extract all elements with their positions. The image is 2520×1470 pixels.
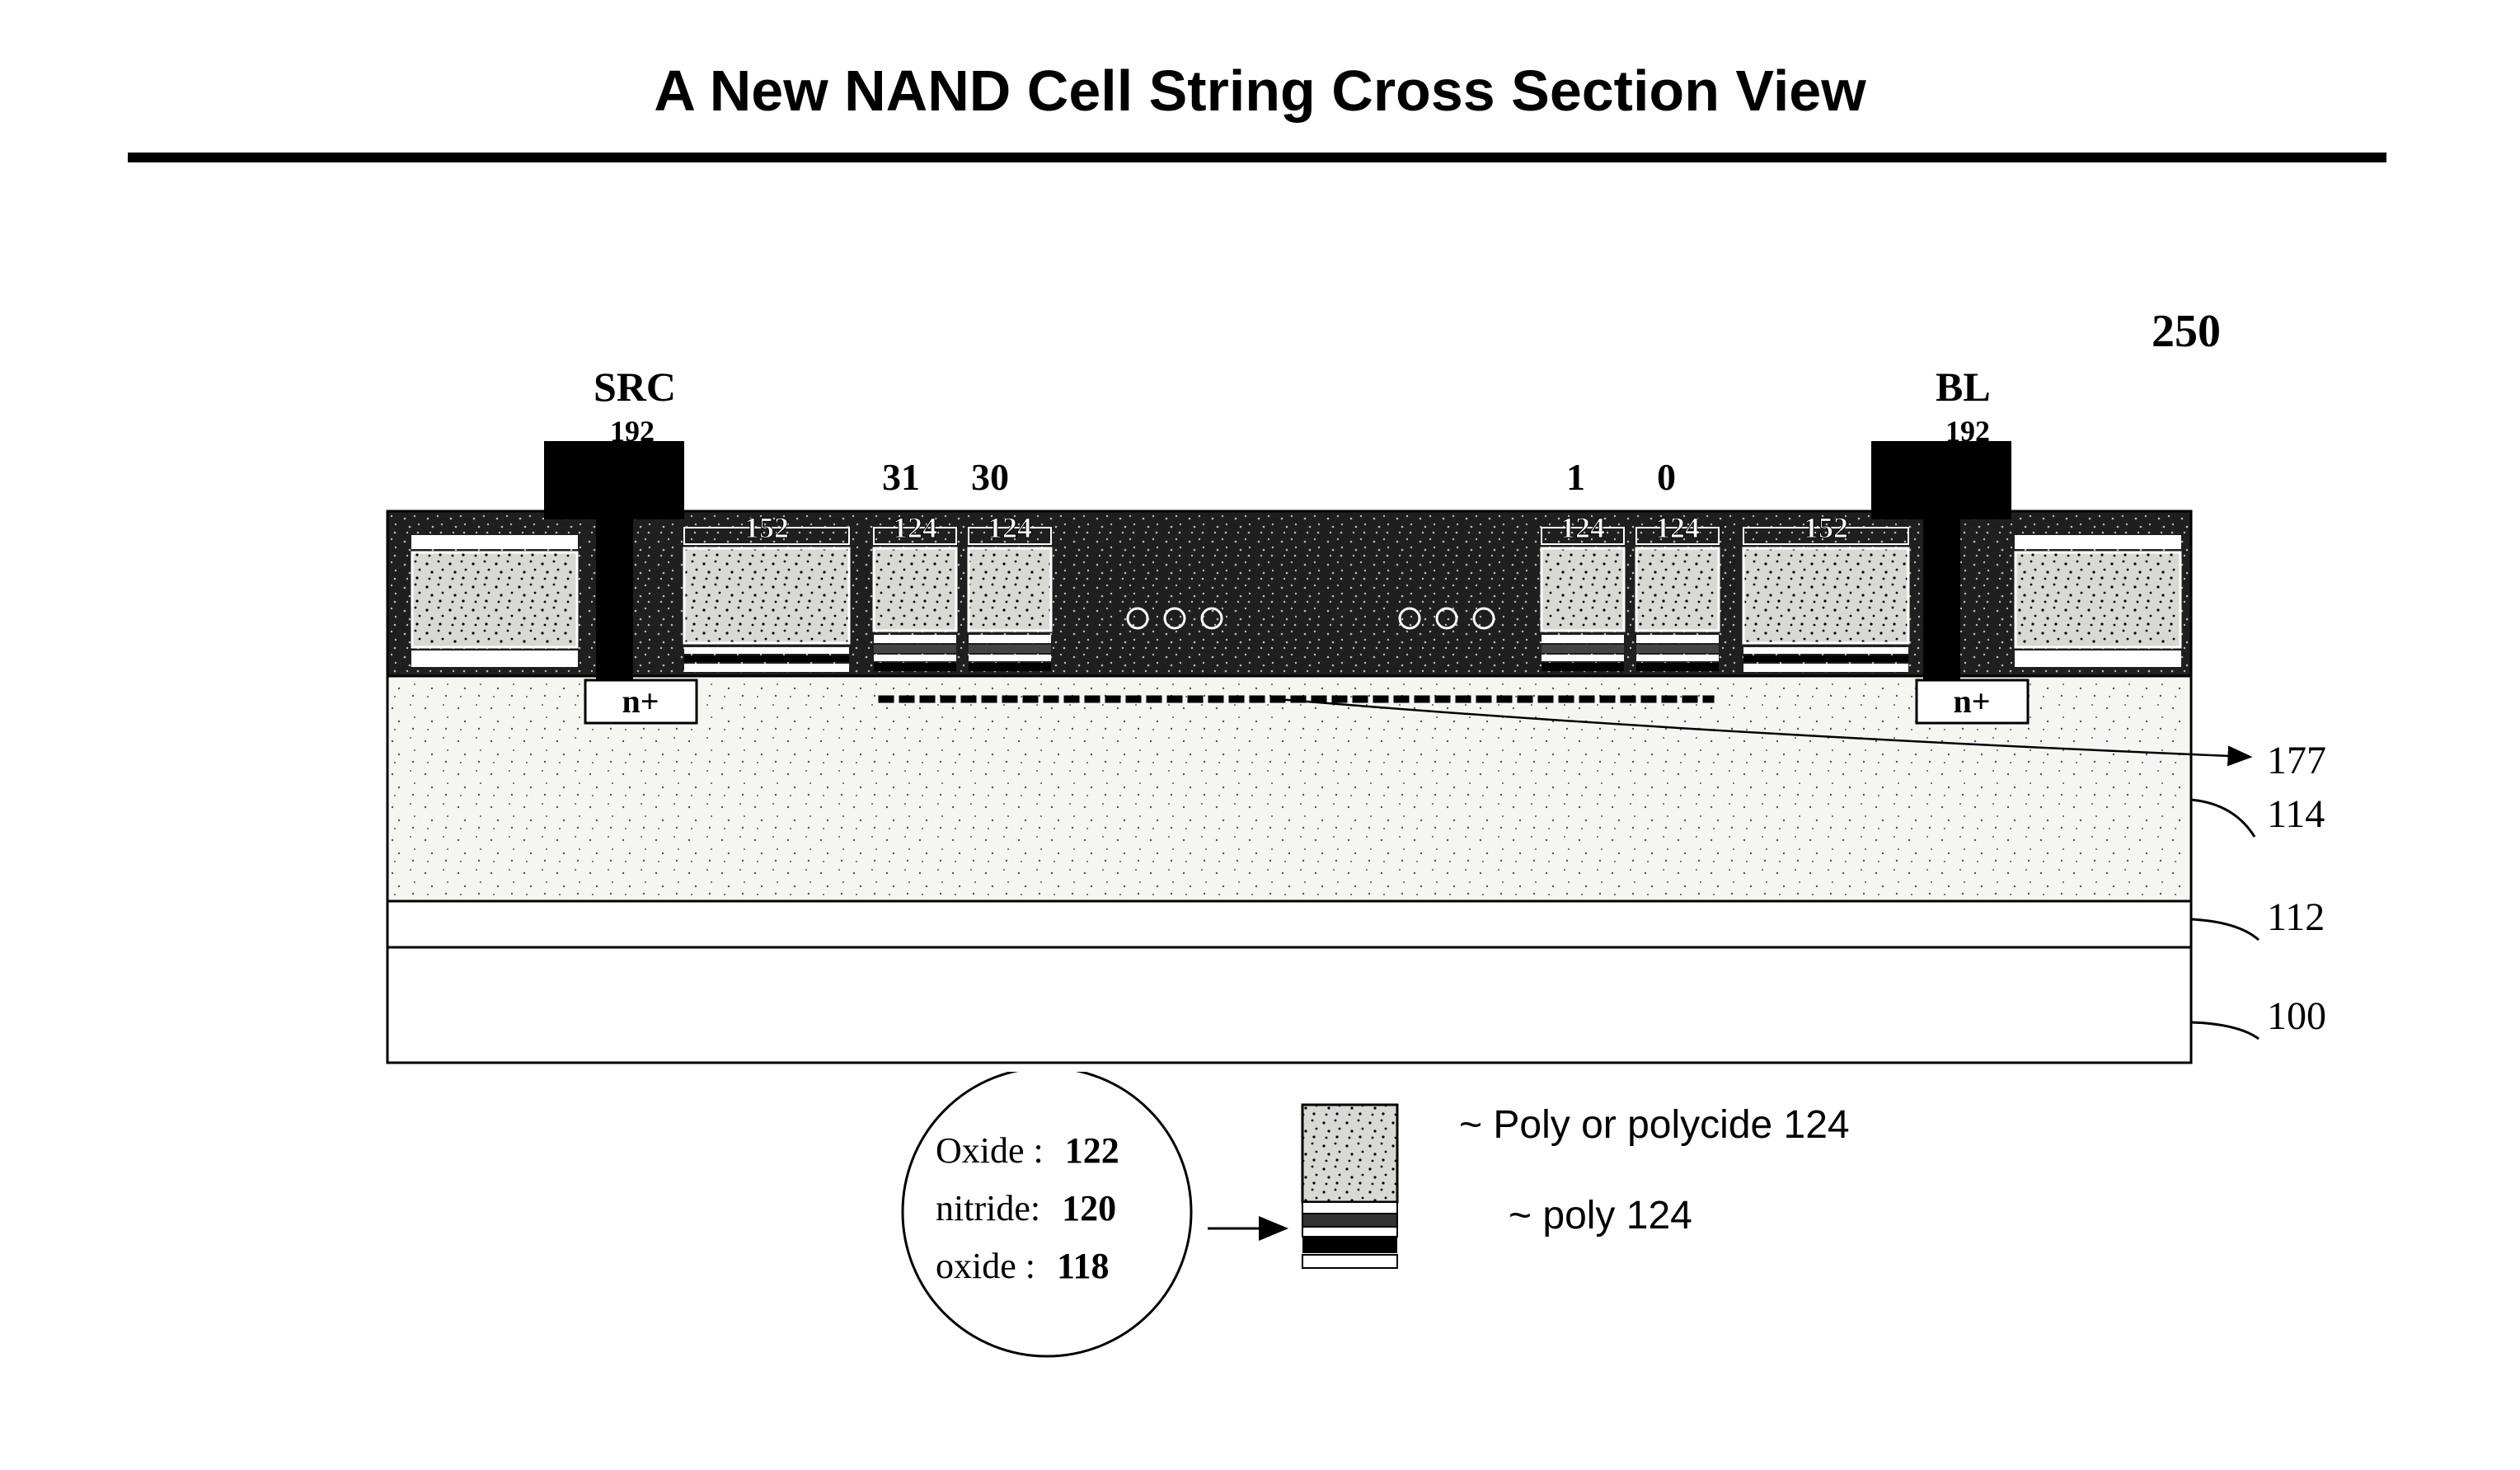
svg-text:n+: n+ [1953, 683, 1990, 720]
leader-112 [2191, 919, 2259, 940]
svg-text:124: 124 [1560, 511, 1605, 544]
legend-text-poly-or-polycide: ~ Poly or polycide 124 [1459, 1103, 1850, 1147]
nplus-left: n+ [585, 680, 697, 723]
leader-100 [2191, 1022, 2259, 1039]
svg-text:n+: n+ [622, 683, 659, 720]
gate-stack-left-outer [412, 536, 577, 666]
page-title: A New NAND Cell String Cross Section Vie… [0, 58, 2520, 124]
legend-oxide-118: oxide : 118 [936, 1246, 1110, 1286]
ref-114: 114 [2267, 791, 2325, 837]
ref-112: 112 [2267, 895, 2325, 940]
svg-text:124: 124 [893, 511, 937, 544]
legend-text-poly: ~ poly 124 [1509, 1194, 1692, 1238]
svg-text:124: 124 [1655, 511, 1700, 544]
layer-100 [387, 947, 2191, 1063]
svg-text:124: 124 [988, 511, 1032, 544]
legend-nitride-120: nitride: 120 [936, 1188, 1116, 1228]
top-dielectric [387, 511, 2191, 676]
title-divider [128, 153, 2386, 162]
nplus-right: n+ [1917, 680, 2028, 723]
cross-section-diagram: 152 124 124 [124, 305, 2267, 1080]
svg-text:152: 152 [744, 511, 789, 544]
gate-stack-right-outer [2016, 536, 2180, 666]
legend-stack-swatch [1302, 1105, 1397, 1268]
layer-112 [387, 901, 2191, 947]
leader-114 [2191, 800, 2255, 837]
ref-100: 100 [2267, 993, 2326, 1039]
svg-text:152: 152 [1804, 511, 1848, 544]
legend-oxide-122: Oxide : 122 [936, 1130, 1119, 1171]
ref-177: 177 [2267, 738, 2326, 783]
legend-diagram: Oxide : 122 nitride: 120 oxide : 118 ~ P… [882, 1072, 2201, 1402]
